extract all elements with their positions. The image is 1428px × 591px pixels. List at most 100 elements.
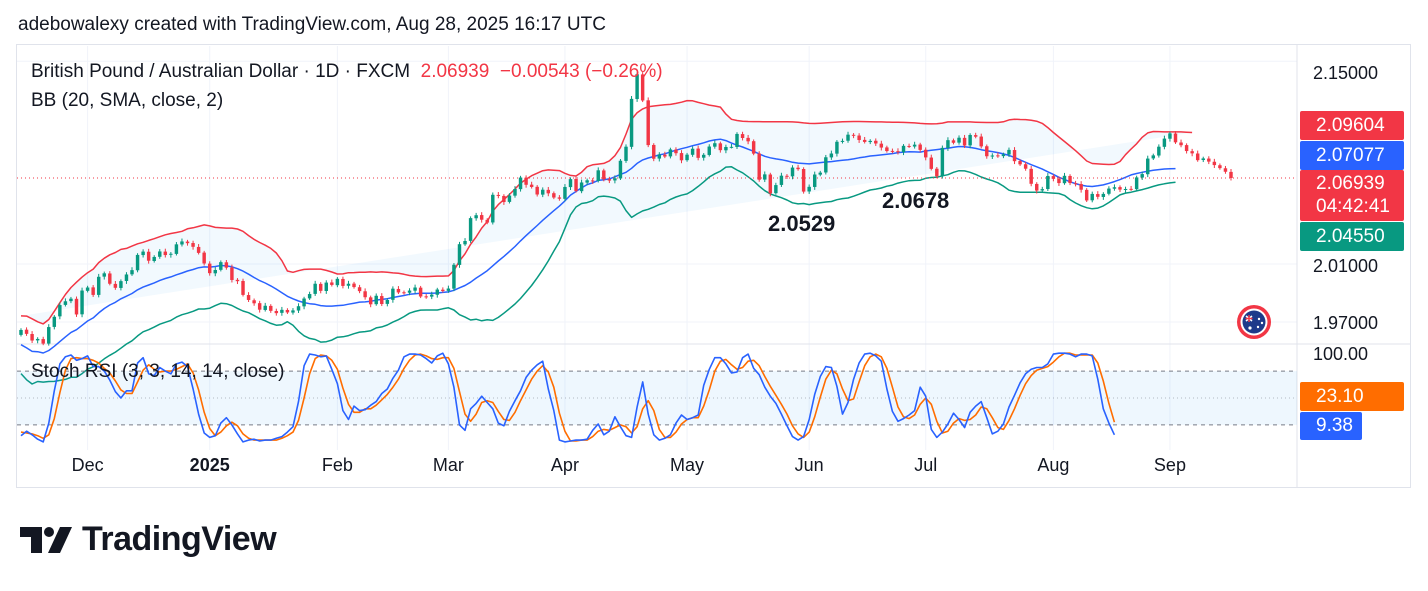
candle-129 <box>735 132 739 150</box>
candle-body <box>1073 183 1078 185</box>
candle-188 <box>1062 172 1067 185</box>
candle-26 <box>163 248 168 258</box>
bollinger-bands <box>17 99 1297 385</box>
candle-body <box>818 172 822 175</box>
candle-body <box>613 178 617 181</box>
candle-body <box>407 290 412 293</box>
osc-axis-label: 100.00 <box>1313 344 1369 364</box>
candle-68 <box>396 286 401 295</box>
candle-33 <box>202 250 206 266</box>
candle-180 <box>1018 159 1022 166</box>
candle-body <box>124 274 129 281</box>
stoch-k-tag: 9.38 <box>1300 412 1362 440</box>
candle-130 <box>740 131 745 141</box>
candle-132 <box>751 139 756 156</box>
australia-flag-icon[interactable] <box>1236 304 1272 340</box>
candle-47 <box>280 306 284 316</box>
candle-115 <box>657 152 662 162</box>
candle-body <box>896 151 900 153</box>
candle-body <box>646 100 650 146</box>
candle-73 <box>424 294 428 299</box>
candle-169 <box>957 135 961 145</box>
candle-body <box>1096 194 1100 197</box>
candle-body <box>341 278 345 286</box>
candle-153 <box>868 139 872 145</box>
candle-body <box>269 305 273 311</box>
candle-29 <box>180 238 184 247</box>
bb-basis-tag: 2.07077 <box>1300 141 1404 170</box>
candle-body <box>202 252 206 264</box>
candle-207 <box>1168 131 1172 142</box>
annotation-low-may: 2.0529 <box>768 211 836 236</box>
candle-body <box>1001 154 1006 157</box>
candle-body <box>707 146 711 155</box>
candle-body <box>624 146 628 161</box>
candle-body <box>230 267 234 280</box>
candle-131 <box>746 134 750 145</box>
candle-88 <box>507 193 512 204</box>
candle-body <box>58 305 62 317</box>
candle-body <box>962 137 967 146</box>
candle-body <box>274 310 279 314</box>
candle-body <box>1212 161 1217 166</box>
candle-192 <box>1084 188 1089 203</box>
candle-body <box>474 215 478 219</box>
candle-body <box>807 186 811 192</box>
tradingview-logo[interactable]: TradingView <box>20 520 277 559</box>
candle-body <box>946 140 950 148</box>
candle-85 <box>491 192 495 225</box>
candle-body <box>635 74 639 100</box>
candle-86 <box>496 192 501 199</box>
candle-body <box>141 251 145 256</box>
candle-body <box>796 167 800 170</box>
candle-71 <box>413 284 417 294</box>
candle-158 <box>896 148 900 155</box>
candle-body <box>335 278 340 286</box>
candle-body <box>35 338 40 341</box>
candle-50 <box>296 303 301 314</box>
candle-body <box>1079 184 1083 190</box>
candle-body <box>152 256 156 261</box>
candle-body <box>585 180 589 183</box>
candle-72 <box>418 285 423 299</box>
candle-179 <box>1012 147 1017 165</box>
candle-56 <box>330 279 334 287</box>
candle-body <box>924 149 928 158</box>
candle-body <box>851 134 856 136</box>
candle-100 <box>574 176 578 193</box>
candle-body <box>1007 149 1011 155</box>
candle-113 <box>646 97 650 148</box>
last-price: 2.06939 <box>420 61 490 82</box>
candle-body <box>463 241 467 245</box>
tradingview-wordmark: TradingView <box>82 520 277 558</box>
candle-80 <box>463 238 467 246</box>
candle-138 <box>785 174 789 179</box>
candle-body <box>912 144 917 147</box>
candle-87 <box>502 194 506 205</box>
price-axis-label-0: 2.15000 <box>1313 63 1379 83</box>
candle-21 <box>135 253 140 273</box>
bb-lower-line <box>20 166 1176 385</box>
candle-206 <box>1162 135 1167 150</box>
candle-160 <box>907 143 911 148</box>
candle-14 <box>96 273 101 298</box>
candle-body <box>774 185 778 194</box>
candle-body <box>907 145 911 147</box>
candle-body <box>452 264 456 289</box>
candle-35 <box>213 267 217 277</box>
stoch-k-line <box>20 352 1116 443</box>
candle-20 <box>130 267 134 276</box>
candle-55 <box>324 280 328 294</box>
candle-98 <box>563 184 567 202</box>
candle-body <box>1190 151 1194 154</box>
bb-upper-line <box>20 99 1193 325</box>
candle-body <box>468 218 473 241</box>
time-axis-label-9: Sep <box>1153 455 1186 475</box>
candle-4 <box>41 336 45 346</box>
candle-10 <box>74 296 79 317</box>
candle-213 <box>1201 156 1205 163</box>
candle-184 <box>1040 186 1045 193</box>
candle-body <box>491 194 495 223</box>
candle-body <box>779 175 784 185</box>
